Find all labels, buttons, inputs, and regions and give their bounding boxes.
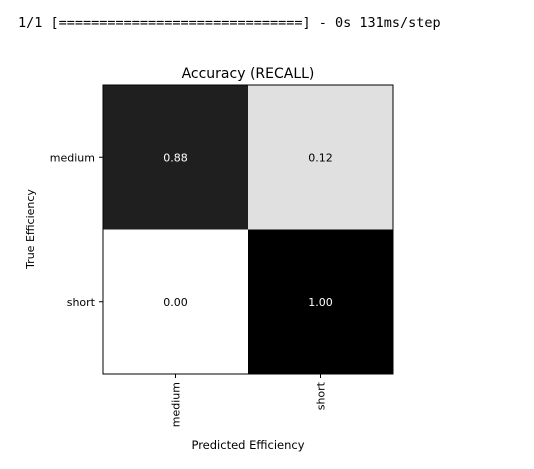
console-progress-line: 1/1 [==============================] - 0… — [18, 15, 441, 31]
y-axis-ticks: medium short — [50, 151, 103, 309]
heatmap-cell-medium-short — [248, 85, 393, 230]
heatmap-cell-short-short — [248, 229, 393, 374]
chart-title: Accuracy (RECALL) — [182, 66, 315, 82]
y-tick-label: medium — [50, 151, 95, 164]
y-tick-label: short — [67, 296, 96, 309]
cell-value-label: 0.00 — [163, 296, 188, 309]
cell-value-label: 0.12 — [308, 151, 333, 164]
cell-value-label: 1.00 — [308, 296, 333, 309]
x-tick-label: short — [315, 381, 328, 410]
plot-frame — [102, 84, 394, 375]
x-axis-ticks: medium short — [170, 374, 328, 427]
heatmap-value-labels: 0.88 0.12 0.00 1.00 — [163, 151, 333, 309]
console-output: 1/1 [==============================] - 0… — [18, 15, 441, 31]
x-axis-label: Predicted Efficiency — [191, 438, 304, 452]
y-axis-label: True Efficiency — [24, 189, 37, 270]
heatmap-cells — [103, 85, 393, 374]
heatmap-cell-short-medium — [103, 229, 248, 374]
x-tick-label: medium — [170, 382, 183, 427]
cell-value-label: 0.88 — [163, 151, 188, 164]
heatmap-cell-medium-medium — [103, 85, 248, 230]
